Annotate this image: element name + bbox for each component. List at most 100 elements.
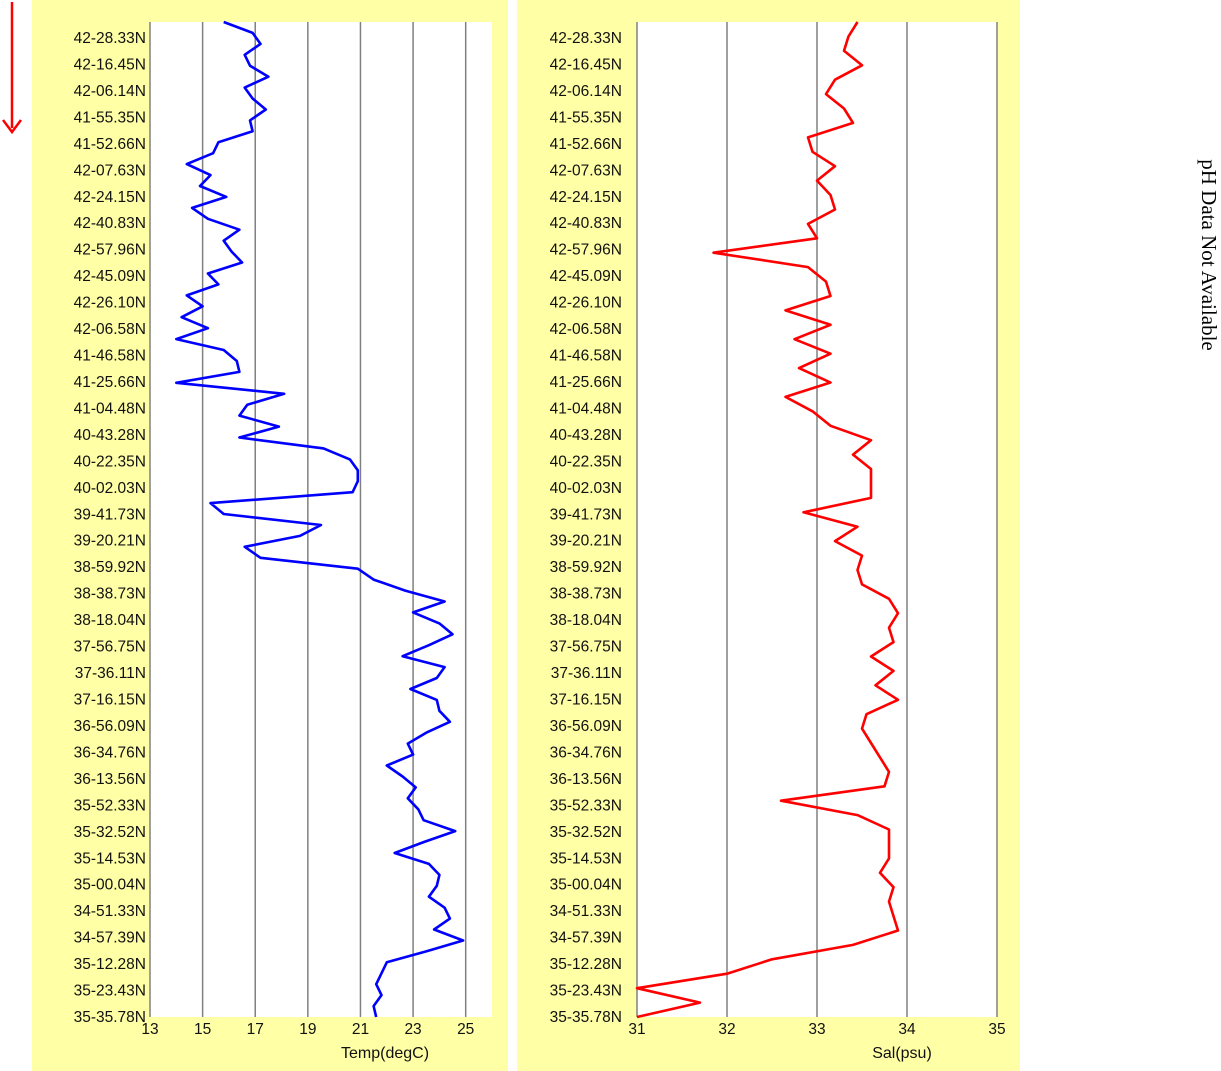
- temperature-latitude-label: 41-04.48N: [74, 400, 146, 417]
- temperature-latitude-label: 35-35.78N: [74, 1009, 146, 1026]
- salinity-latitude-label: 38-18.04N: [550, 612, 622, 629]
- salinity-latitude-label: 34-51.33N: [550, 903, 622, 920]
- salinity-latitude-label: 37-56.75N: [550, 639, 622, 656]
- salinity-latitude-label: 39-41.73N: [550, 506, 622, 523]
- salinity-series-line: [635, 21, 900, 1019]
- temperature-latitude-label: 36-13.56N: [74, 771, 146, 788]
- salinity-latitude-label: 40-22.35N: [550, 453, 622, 470]
- temperature-latitude-label: 41-52.66N: [74, 136, 146, 153]
- temperature-latitude-label: 40-22.35N: [74, 453, 146, 470]
- salinity-axis-title: Sal(psu): [872, 1045, 932, 1062]
- temperature-latitude-label: 35-14.53N: [74, 850, 146, 867]
- temperature-latitude-label: 42-06.14N: [74, 83, 146, 100]
- temperature-latitude-label: 37-36.11N: [75, 665, 146, 682]
- temperature-x-tick-label: 25: [457, 1021, 474, 1038]
- salinity-x-tick-label: 34: [898, 1021, 916, 1038]
- arrow-down-icon: [2, 2, 22, 135]
- salinity-x-tick-label: 31: [628, 1021, 645, 1038]
- ph-unavailable-note: pH Data Not Available: [1197, 159, 1221, 350]
- temperature-latitude-label: 39-41.73N: [74, 506, 146, 523]
- temperature-x-tick-label: 23: [404, 1021, 421, 1038]
- salinity-latitude-label: 35-12.28N: [550, 956, 622, 973]
- salinity-x-tick-label: 35: [988, 1021, 1005, 1038]
- temperature-latitude-label: 42-16.45N: [74, 56, 146, 73]
- temperature-latitude-label: 38-38.73N: [74, 586, 146, 603]
- salinity-latitude-label: 36-34.76N: [550, 744, 622, 761]
- salinity-latitude-label: 35-35.78N: [550, 1009, 622, 1026]
- salinity-latitude-label: 40-02.03N: [550, 480, 622, 497]
- temperature-x-tick-label: 17: [247, 1021, 264, 1038]
- temperature-latitude-label: 36-56.09N: [74, 718, 146, 735]
- salinity-latitude-label: 42-45.09N: [550, 268, 622, 285]
- salinity-x-tick-label: 33: [808, 1021, 825, 1038]
- salinity-latitude-label: 34-57.39N: [550, 930, 622, 947]
- temperature-latitude-label: 41-25.66N: [74, 374, 146, 391]
- temperature-latitude-label: 37-16.15N: [74, 692, 146, 709]
- salinity-latitude-label: 36-56.09N: [550, 718, 622, 735]
- salinity-latitude-label: 42-28.33N: [550, 30, 622, 47]
- salinity-latitude-label: 42-26.10N: [550, 295, 622, 312]
- salinity-latitude-label: 35-00.04N: [550, 877, 622, 894]
- temperature-latitude-label: 40-02.03N: [74, 480, 146, 497]
- temperature-latitude-label: 35-32.52N: [74, 824, 146, 841]
- temperature-latitude-label: 40-43.28N: [74, 427, 146, 444]
- salinity-latitude-label: 42-07.63N: [550, 162, 622, 179]
- salinity-latitude-label: 37-36.11N: [551, 665, 622, 682]
- temperature-latitude-label: 42-07.63N: [74, 162, 146, 179]
- temperature-latitude-label: 38-59.92N: [74, 559, 146, 576]
- temperature-latitude-label: 41-55.35N: [74, 109, 146, 126]
- salinity-latitude-label: 35-32.52N: [550, 824, 622, 841]
- temperature-latitude-label: 35-23.43N: [74, 983, 146, 1000]
- temperature-latitude-label: 38-18.04N: [74, 612, 146, 629]
- temperature-latitude-label: 42-28.33N: [74, 30, 146, 47]
- salinity-latitude-axis: 42-28.33N 42-16.45N 42-06.14N 41-55.35N 41-5…: [550, 30, 622, 1026]
- temperature-latitude-label: 42-06.58N: [74, 321, 146, 338]
- salinity-x-tick-label: 32: [718, 1021, 735, 1038]
- temperature-latitude-label: 42-26.10N: [74, 295, 146, 312]
- salinity-latitude-label: 37-16.15N: [550, 692, 622, 709]
- temperature-latitude-label: 42-57.96N: [74, 242, 146, 259]
- salinity-latitude-label: 42-06.14N: [550, 83, 622, 100]
- temperature-latitude-label: 34-57.39N: [74, 930, 146, 947]
- salinity-latitude-label: 35-14.53N: [550, 850, 622, 867]
- salinity-gridlines: [636, 22, 998, 1017]
- temperature-latitude-label: 42-40.83N: [74, 215, 146, 232]
- salinity-latitude-label: 42-57.96N: [550, 242, 622, 259]
- temperature-x-tick-label: 19: [299, 1021, 316, 1038]
- temperature-latitude-label: 42-45.09N: [74, 268, 146, 285]
- salinity-latitude-label: 38-38.73N: [550, 586, 622, 603]
- salinity-latitude-label: 41-46.58N: [550, 348, 622, 365]
- temperature-latitude-label: 36-34.76N: [74, 744, 146, 761]
- temperature-latitude-label: 35-00.04N: [74, 877, 146, 894]
- temperature-x-tick-label: 13: [141, 1021, 158, 1038]
- temperature-axis-title: Temp(degC): [341, 1045, 429, 1062]
- salinity-latitude-label: 35-52.33N: [550, 797, 622, 814]
- temperature-latitude-label: 39-20.21N: [74, 533, 146, 550]
- salinity-latitude-label: 36-13.56N: [550, 771, 622, 788]
- salinity-latitude-label: 41-25.66N: [550, 374, 622, 391]
- salinity-latitude-label: 41-04.48N: [550, 400, 622, 417]
- salinity-latitude-label: 41-52.66N: [550, 136, 622, 153]
- temperature-latitude-label: 42-24.15N: [74, 189, 146, 206]
- salinity-latitude-label: 40-43.28N: [550, 427, 622, 444]
- salinity-latitude-label: 42-24.15N: [550, 189, 622, 206]
- salinity-latitude-label: 35-23.43N: [550, 983, 622, 1000]
- temperature-latitude-axis: 42-28.33N 42-16.45N 42-06.14N 41-55.35N 41-5…: [74, 30, 146, 1026]
- salinity-latitude-label: 42-40.83N: [550, 215, 622, 232]
- salinity-latitude-label: 41-55.35N: [550, 109, 622, 126]
- salinity-x-axis: 31 32 33 34 35: [628, 1021, 1005, 1038]
- temperature-latitude-label: 37-56.75N: [74, 639, 146, 656]
- temperature-latitude-label: 35-12.28N: [74, 956, 146, 973]
- temperature-x-axis: 13 15 17 19 21 23 25: [141, 1021, 474, 1038]
- salinity-latitude-label: 38-59.92N: [550, 559, 622, 576]
- salinity-latitude-label: 42-16.45N: [550, 56, 622, 73]
- temperature-series-line: [175, 20, 465, 1018]
- temperature-latitude-label: 35-52.33N: [74, 797, 146, 814]
- temperature-latitude-label: 41-46.58N: [74, 348, 146, 365]
- temperature-latitude-label: 34-51.33N: [74, 903, 146, 920]
- temperature-x-tick-label: 21: [352, 1021, 369, 1038]
- salinity-latitude-label: 42-06.58N: [550, 321, 622, 338]
- temperature-x-tick-label: 15: [194, 1021, 211, 1038]
- salinity-latitude-label: 39-20.21N: [550, 533, 622, 550]
